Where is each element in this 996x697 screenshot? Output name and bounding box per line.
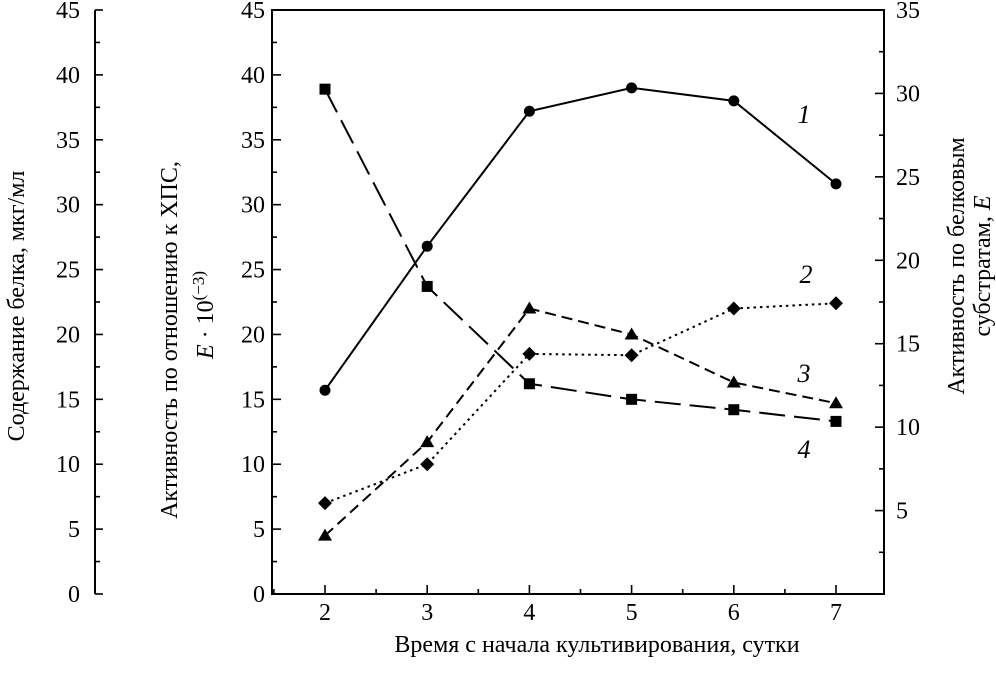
series-1-point [421, 240, 433, 252]
hps-axis-tick-label: 0 [253, 582, 265, 608]
protein-axis-tick-label: 30 [56, 193, 80, 219]
series-2-point [829, 296, 843, 311]
right-axis-title-line1: Активность по белковым [944, 137, 970, 394]
x-axis: 2 3 4 5 6 7 [273, 585, 842, 626]
series-3-point [420, 435, 435, 448]
series-2-label: 2 [800, 260, 813, 289]
right-axis-title-text: субстратам, [970, 210, 996, 336]
hps-axis-tick-label: 5 [253, 517, 265, 543]
hps-axis-tick-label: 35 [241, 128, 265, 154]
right-axis-tick-label: 15 [896, 332, 920, 358]
x-axis-tick-label: 5 [626, 600, 638, 626]
hps-axis-tick-label: 45 [241, 0, 265, 24]
hps-axis-tick-label: 20 [241, 322, 265, 348]
series-2-point [624, 348, 639, 363]
protein-axis-title: Содержание белка, мкг/мл [4, 171, 30, 442]
series-1-point [523, 105, 535, 117]
series-4-point [728, 404, 740, 416]
series-2-point [726, 301, 741, 316]
series-1-point [830, 178, 842, 190]
x-axis-tick-label: 4 [523, 600, 535, 626]
right-axis-tick-label: 5 [896, 499, 908, 525]
x-axis-tick-label: 3 [421, 600, 433, 626]
x-axis-tick-label: 6 [728, 600, 740, 626]
right-axis-tick-label: 10 [896, 415, 920, 441]
protein-axis-tick-label: 0 [68, 582, 80, 608]
right-axis-tick-label: 20 [896, 248, 920, 274]
series-layer [318, 82, 843, 541]
protein-axis-tick-label: 5 [68, 517, 80, 543]
hps-axis-tick-label: 15 [241, 387, 265, 413]
right-axis-title-e: E [970, 195, 996, 211]
hps-axis-title-mult: · 10 [193, 300, 219, 344]
protein-axis-tick-label: 25 [56, 258, 80, 284]
hps-axis-tick-label: 40 [241, 63, 265, 89]
series-3-point [829, 396, 843, 409]
series-4-point [421, 280, 433, 292]
series-2-line [324, 302, 837, 505]
protein-axis-tick-label: 15 [56, 387, 80, 413]
hps-axis-tick-label: 10 [241, 452, 265, 478]
series-4-point [626, 393, 638, 405]
protein-axis-tick-label: 20 [56, 322, 80, 348]
x-axis-title: Время с начала культивирования, сутки [394, 632, 799, 658]
x-axis-tick-label: 2 [319, 600, 331, 626]
series-labels: 1 2 3 4 [797, 100, 813, 464]
series-3-label: 3 [797, 359, 811, 388]
series-3-point [624, 327, 639, 340]
plot-frame [271, 9, 885, 595]
protein-axis-tick-label: 35 [56, 128, 80, 154]
hps-axis: 0 5 10 15 20 25 30 35 40 45 [241, 0, 281, 608]
right-axis-title-line2: субстратам, E [970, 195, 996, 336]
series-4-line [324, 88, 837, 423]
series-4-point [523, 378, 535, 390]
series-4-point [830, 415, 842, 427]
series-1-point [319, 384, 331, 396]
hps-axis-title-exp: (−3) [189, 271, 208, 300]
hps-axis-title-line2: E · 10(−3) [189, 271, 220, 360]
series-3-point [726, 375, 741, 388]
protein-axis-tick-label: 45 [56, 0, 80, 24]
series-2-point [318, 496, 332, 511]
x-axis-tick-label: 7 [830, 600, 842, 626]
hps-axis-title-e: E [193, 344, 219, 360]
series-4-label: 4 [798, 435, 811, 464]
protein-axis-tick-label: 10 [56, 452, 80, 478]
series-2-point [522, 346, 537, 361]
series-1-point [728, 95, 740, 107]
protein-axis-tick-label: 40 [56, 63, 80, 89]
series-3-point [318, 528, 332, 541]
hps-axis-title-line1: Активность по отношению к ХПС, [157, 161, 183, 519]
series-3-point [522, 301, 537, 314]
protein-axis: 0 5 10 15 20 25 30 35 40 45 [56, 0, 103, 608]
right-axis-tick-label: 30 [896, 81, 920, 107]
series-2-point [420, 457, 435, 472]
hps-axis-tick-label: 30 [241, 193, 265, 219]
protein-substrates-axis: 5 10 15 20 25 30 35 [875, 0, 920, 554]
hps-axis-tick-label: 25 [241, 258, 265, 284]
series-1-point [626, 82, 638, 94]
series-1-line [324, 86, 837, 391]
series-4-point [319, 83, 331, 95]
series-1-label: 1 [798, 100, 811, 129]
series-3-line [324, 307, 837, 537]
right-axis-tick-label: 35 [896, 0, 920, 24]
right-axis-tick-label: 25 [896, 165, 920, 191]
